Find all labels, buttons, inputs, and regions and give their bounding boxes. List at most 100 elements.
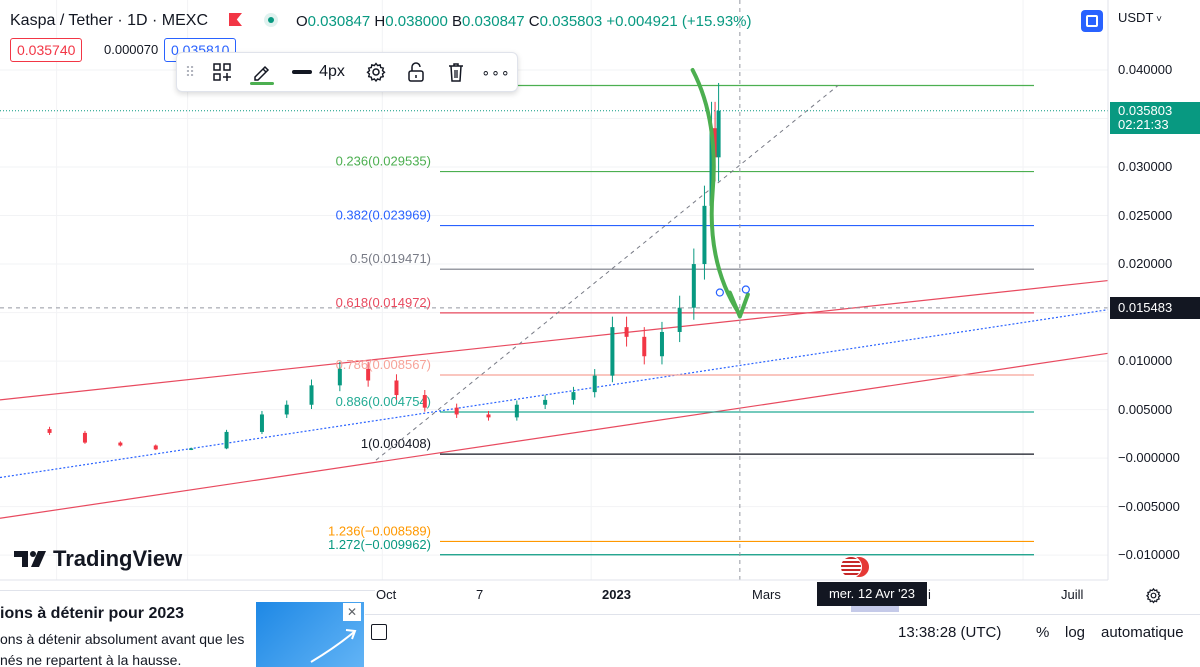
candle-body	[624, 327, 629, 337]
templates-icon[interactable]	[209, 53, 235, 91]
close-value: 0.035803	[539, 13, 603, 30]
currency-label: USDT	[1118, 10, 1154, 25]
auto-scale-toggle[interactable]: automatique	[1101, 624, 1184, 641]
candle-body	[610, 327, 615, 376]
candle-body	[394, 380, 399, 396]
drawing-toolbar: ⠿ 4px ∘∘∘	[176, 52, 518, 92]
chevron-down-icon: ˅	[1153, 14, 1163, 25]
time-tick: 2023	[602, 587, 631, 602]
candle-body	[189, 448, 194, 450]
candle-body	[82, 432, 87, 443]
candle-body	[592, 375, 597, 393]
events-flag-icon[interactable]	[840, 556, 870, 578]
candle-body	[118, 442, 123, 446]
fib-level-label: 0.886(0.004754)	[336, 394, 431, 409]
red-flag-icon	[229, 13, 242, 26]
tradingview-logo-icon	[14, 551, 46, 567]
close-label: C	[528, 13, 540, 30]
price-tick: 0.025000	[1118, 207, 1173, 223]
market-open-icon	[264, 13, 278, 27]
ad-line-2: nés ne repartent à la hausse.	[0, 652, 182, 667]
line-width-label[interactable]: 4px	[319, 63, 345, 80]
ad-banner[interactable]: ions à détenir pour 2023 ons à détenir a…	[0, 590, 375, 667]
crosshair-date-tag: mer. 12 Avr '23	[817, 582, 927, 606]
candle-body	[486, 414, 491, 418]
candle-body	[642, 336, 647, 357]
line-style-icon[interactable]	[291, 53, 313, 91]
candle-body	[571, 392, 576, 400]
ad-close-icon[interactable]: ✕	[343, 603, 361, 621]
last-price-value: 0.035803	[1118, 103, 1173, 118]
candle-body	[716, 110, 721, 158]
fib-level-label: 0.236(0.029535)	[336, 154, 431, 169]
candle-body	[422, 395, 427, 408]
price-tick: 0.010000	[1118, 353, 1173, 369]
price-tick: 0.040000	[1118, 62, 1173, 77]
time-tick: Oct	[376, 587, 397, 602]
candle-body	[153, 445, 158, 450]
tradingview-logo[interactable]: TradingView	[14, 545, 182, 573]
price-tick: 0.005000	[1118, 401, 1173, 417]
fib-level-label: 0.5(0.019471)	[350, 251, 431, 266]
trash-icon[interactable]	[443, 53, 469, 91]
settings-icon[interactable]	[363, 53, 389, 91]
compare-button[interactable]	[1081, 10, 1103, 32]
fib-level-label: 0.618(0.014972)	[336, 295, 431, 310]
candle-body	[659, 331, 664, 357]
countdown-value: 02:21:33	[1118, 117, 1169, 132]
candle-body	[709, 128, 714, 206]
currency-menu[interactable]: USDT ˅	[1118, 10, 1162, 25]
open-value: 0.030847	[307, 13, 371, 30]
candle-body	[691, 264, 696, 308]
fib-retracement: 0.236(0.029535) 0.382(0.023969) 0.5(0.0194…	[328, 84, 1034, 556]
time-tick: 7	[476, 587, 484, 602]
more-icon[interactable]: ∘∘∘	[481, 63, 511, 80]
price-tick: 0.020000	[1118, 256, 1173, 272]
date-range-icon[interactable]	[371, 624, 387, 640]
ohlc-legend: O0.030847 H0.038000 B0.030847 C0.035803 …	[296, 13, 752, 30]
drawn-arrow-head	[727, 290, 750, 319]
fib-trend-line	[375, 85, 839, 461]
parallel-channel	[0, 279, 1109, 519]
price-tick: 0.030000	[1118, 159, 1173, 175]
spread-value: 0.000070	[98, 39, 165, 61]
high-value: 0.038000	[385, 13, 448, 30]
candle-body	[337, 368, 342, 386]
crosshair-price-tag: 0.015483	[1110, 297, 1200, 319]
fib-level-label: 0.786(0.008567)	[336, 357, 431, 372]
unlock-icon[interactable]	[403, 53, 429, 91]
channel-middle-line	[0, 309, 1109, 479]
ad-title: ions à détenir pour 2023	[0, 605, 185, 622]
drag-handle-icon[interactable]: ⠿	[184, 63, 196, 80]
candle-body	[366, 368, 371, 381]
time-tick-partial: i	[928, 587, 931, 602]
candle-body	[702, 205, 707, 265]
pencil-color-swatch	[250, 82, 274, 85]
last-price-tag: 0.035803 02:21:33	[1110, 102, 1200, 134]
percent-toggle[interactable]: %	[1036, 624, 1050, 641]
sell-button[interactable]: 0.035740	[10, 38, 83, 62]
fib-level-label: 1.272(−0.009962)	[328, 537, 431, 552]
candle-body	[224, 431, 229, 449]
candle-body	[309, 385, 314, 405]
candle-body	[514, 404, 519, 418]
time-axis-highlight	[851, 606, 899, 612]
candle-body	[47, 429, 52, 433]
candle-body	[713, 128, 718, 158]
compare-icon	[1086, 15, 1098, 27]
log-toggle[interactable]: log	[1065, 624, 1086, 641]
arrow-handle	[741, 285, 750, 294]
bottom-toolbar: 13:38:28 (UTC) % log automatique	[365, 614, 1200, 667]
utc-clock[interactable]: 13:38:28 (UTC)	[898, 624, 1002, 641]
candle-body	[543, 399, 548, 405]
price-tick: −0.005000	[1118, 498, 1180, 514]
axis-settings-icon[interactable]	[1145, 587, 1162, 609]
price-tick: −0.010000	[1118, 547, 1180, 563]
channel-lower-line	[0, 352, 1109, 519]
symbol-title[interactable]: Kaspa / Tether · 1D · MEXC	[10, 12, 208, 29]
tradingview-wordmark: TradingView	[53, 546, 183, 571]
pencil-icon[interactable]	[249, 53, 275, 91]
arrow-handle	[715, 288, 724, 297]
time-tick: Mars	[752, 587, 781, 602]
